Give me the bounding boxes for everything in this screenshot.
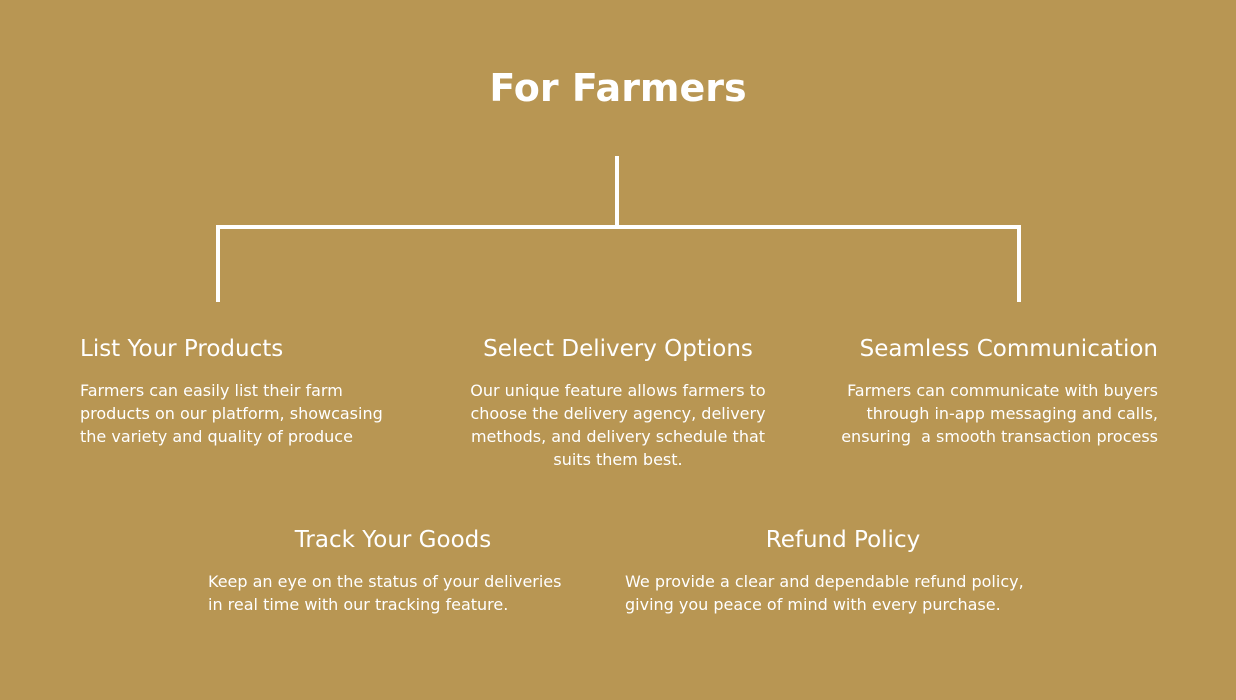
feature-description: Farmers can easily list their farm produ…: [80, 379, 430, 448]
feature-description: We provide a clear and dependable refund…: [625, 570, 1055, 616]
feature-heading: List Your Products: [80, 336, 284, 362]
description-line: Farmers can communicate with buyers: [847, 381, 1158, 400]
diagram-title: For Farmers: [489, 66, 747, 110]
description-line: the variety and quality of produce: [80, 427, 353, 446]
description-line: through in-app messaging and calls,: [866, 404, 1158, 423]
description-line: We provide a clear and dependable refund…: [625, 572, 1024, 591]
feature-seamless-communication: Seamless Communication Farmers can commu…: [806, 333, 1158, 448]
description-line: Keep an eye on the status of your delive…: [208, 572, 562, 591]
description-line: choose the delivery agency, delivery: [470, 404, 766, 423]
description-line: suits them best.: [553, 450, 683, 469]
feature-heading: Track Your Goods: [294, 527, 492, 553]
feature-description: Our unique feature allows farmers to cho…: [448, 379, 788, 471]
feature-description: Farmers can communicate with buyers thro…: [806, 379, 1158, 448]
feature-select-delivery-options: Select Delivery Options Our unique featu…: [448, 333, 788, 471]
description-line: Our unique feature allows farmers to: [470, 381, 766, 400]
feature-heading: Select Delivery Options: [483, 336, 753, 362]
description-line: Farmers can easily list their farm: [80, 381, 343, 400]
description-line: products on our platform, showcasing: [80, 404, 383, 423]
feature-refund-policy: Refund Policy We provide a clear and dep…: [625, 524, 1055, 616]
feature-heading: Refund Policy: [765, 527, 921, 553]
feature-heading: Seamless Communication: [859, 336, 1158, 362]
feature-list-products: List Your Products Farmers can easily li…: [80, 333, 430, 448]
description-line: methods, and delivery schedule that: [470, 427, 766, 446]
feature-track-your-goods: Track Your Goods Keep an eye on the stat…: [208, 524, 588, 616]
description-line: ensuring a smooth transaction process: [841, 427, 1158, 446]
description-line: giving you peace of mind with every purc…: [625, 595, 1001, 614]
feature-description: Keep an eye on the status of your delive…: [208, 570, 588, 616]
description-line: in real time with our tracking feature.: [208, 595, 509, 614]
